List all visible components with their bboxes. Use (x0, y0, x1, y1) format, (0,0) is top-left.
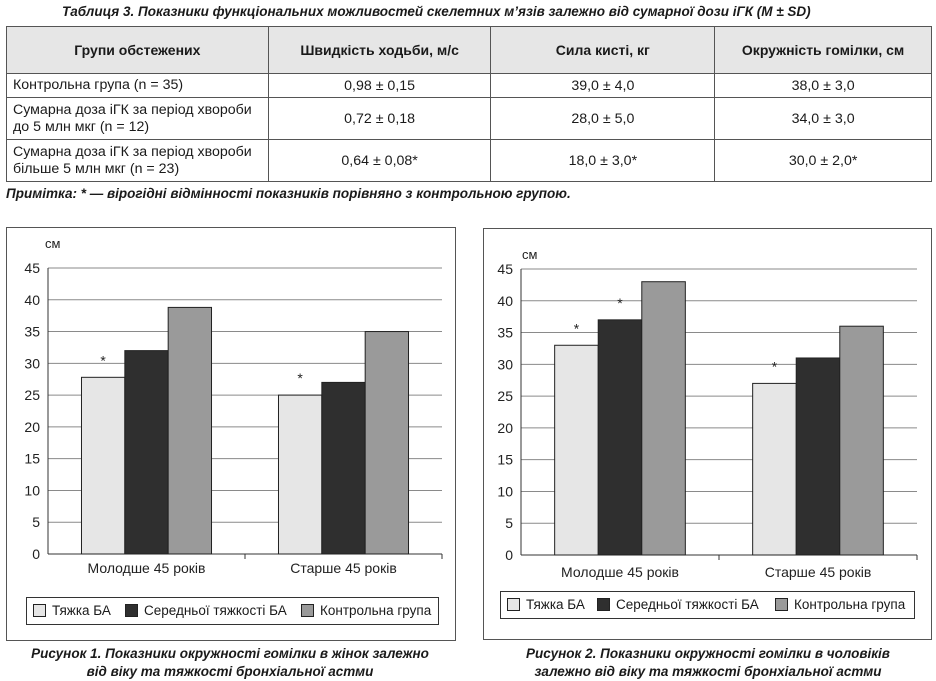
cell-group: Контрольна група (n = 35) (6, 73, 269, 98)
chart-men: см 0 5 10 15 20 25 30 35 40 45 Молодше 45 років * * Ст… (483, 228, 932, 640)
bar (124, 350, 169, 555)
table-row: Сумарна доза іГК за період хвороби більш… (6, 139, 932, 182)
y-tick-label: 5 (32, 514, 40, 530)
figure-1-caption-line-1: Рисунок 1. Показники окружності гомілки … (31, 646, 429, 661)
bar (364, 331, 410, 555)
y-tick-label: 10 (24, 482, 40, 498)
bar (641, 281, 686, 556)
legend-swatch-control (301, 604, 314, 617)
significance-marker: * (100, 352, 106, 368)
y-tick-label: 45 (24, 260, 40, 276)
cell-speed: 0,98 ± 0,15 (267, 73, 492, 98)
legend-item-severe: Тяжка БА (507, 597, 585, 612)
table-row: Сумарна доза іГК за період хвороби до 5 … (6, 97, 932, 140)
y-tick-label: 15 (24, 451, 40, 467)
y-tick-label: 40 (24, 292, 40, 308)
bar (321, 381, 366, 555)
table-row: Контрольна група (n = 35) 0,98 ± 0,15 39… (6, 73, 932, 98)
chart-women-legend: Тяжка БА Середньої тяжкості БА Контрольн… (26, 597, 439, 625)
y-tick-label: 0 (505, 547, 513, 563)
y-axis-label: см (522, 247, 538, 262)
y-tick-label: 10 (497, 483, 513, 499)
x-tick-label: Молодше 45 років (561, 564, 679, 580)
legend-swatch-severe (33, 604, 46, 617)
legend-label: Середньої тяжкості БА (144, 603, 287, 618)
y-tick-label: 15 (497, 452, 513, 468)
chart-women: см 0 5 10 15 20 25 30 35 40 45 Молодше 45 років * Ста… (6, 227, 456, 641)
y-tick-label: 20 (497, 420, 513, 436)
figure-2-caption-line-2: залежно від віку та тяжкості бронхіально… (534, 664, 882, 679)
legend-swatch-moderate (125, 604, 138, 617)
y-tick-label: 40 (497, 293, 513, 309)
bar (839, 325, 884, 556)
legend-item-control: Контрольна група (301, 603, 431, 618)
significance-marker: * (617, 295, 623, 311)
figure-1-caption-line-2: від віку та тяжкості бронхіальної астми (86, 664, 374, 679)
bar (80, 376, 126, 555)
significance-marker: * (297, 370, 303, 386)
header-grip-strength: Сила кисті, кг (490, 26, 716, 74)
chart-men-plot: см 0 5 10 15 20 25 30 35 40 45 Молодше 45 років * * Ст… (497, 247, 918, 580)
figure-1-caption: Рисунок 1. Показники окружності гомілки … (0, 645, 460, 681)
y-tick-label: 35 (497, 325, 513, 341)
legend-label: Контрольна група (794, 597, 906, 612)
legend-item-moderate: Середньої тяжкості БА (597, 597, 759, 612)
bar (167, 306, 213, 555)
results-table: Групи обстежених Швидкість ходьби, м/с С… (6, 26, 932, 182)
y-tick-label: 25 (24, 387, 40, 403)
y-tick-label: 0 (32, 546, 40, 562)
header-walking-speed: Швидкість ходьби, м/с (267, 26, 492, 74)
legend-label: Контрольна група (320, 603, 432, 618)
table-header-row: Групи обстежених Швидкість ходьби, м/с С… (6, 26, 932, 74)
y-tick-label: 30 (497, 356, 513, 372)
legend-item-severe: Тяжка БА (33, 603, 111, 618)
chart-women-plot: см 0 5 10 15 20 25 30 35 40 45 Молодше 45 років * Ста… (24, 236, 443, 576)
figure-2-caption-line-1: Рисунок 2. Показники окружності гомілки … (526, 646, 890, 661)
legend-swatch-moderate (597, 598, 610, 611)
x-tick-label: Старше 45 років (765, 564, 872, 580)
y-axis-label: см (45, 236, 61, 251)
y-tick-label: 30 (24, 355, 40, 371)
figure-2-caption: Рисунок 2. Показники окружності гомілки … (480, 645, 936, 681)
y-tick-label: 20 (24, 419, 40, 435)
legend-label: Середньої тяжкості БА (616, 597, 759, 612)
x-tick-label: Молодше 45 років (88, 560, 206, 576)
header-groups: Групи обстежених (6, 26, 269, 74)
bar (752, 382, 797, 556)
bar (277, 394, 323, 555)
cell-calf: 30,0 ± 2,0* (714, 139, 932, 182)
cell-grip: 18,0 ± 3,0* (490, 139, 716, 182)
legend-label: Тяжка БА (526, 597, 585, 612)
legend-item-moderate: Середньої тяжкості БА (125, 603, 287, 618)
y-tick-label: 45 (497, 261, 513, 277)
legend-swatch-control (775, 598, 788, 611)
cell-grip: 28,0 ± 5,0 (490, 97, 716, 140)
legend-label: Тяжка БА (52, 603, 111, 618)
header-calf-circumference: Окружність гомілки, см (714, 26, 932, 74)
cell-group: Сумарна доза іГК за період хвороби до 5 … (6, 97, 269, 140)
cell-calf: 34,0 ± 3,0 (714, 97, 932, 140)
cell-speed: 0,64 ± 0,08* (267, 139, 492, 182)
bar (597, 319, 643, 556)
cell-speed: 0,72 ± 0,18 (267, 97, 492, 140)
significance-marker: * (772, 358, 778, 374)
bar (795, 357, 841, 556)
y-tick-label: 25 (497, 388, 513, 404)
y-tick-label: 5 (505, 515, 513, 531)
cell-grip: 39,0 ± 4,0 (490, 73, 716, 98)
bar (554, 344, 599, 556)
y-tick-label: 35 (24, 324, 40, 340)
legend-item-control: Контрольна група (775, 597, 905, 612)
table-note: Примітка: * — вірогідні відмінності пока… (6, 186, 571, 201)
cell-group: Сумарна доза іГК за період хвороби більш… (6, 139, 269, 182)
significance-marker: * (574, 320, 580, 336)
chart-men-legend: Тяжка БА Середньої тяжкості БА Контрольн… (500, 591, 915, 619)
x-tick-label: Старше 45 років (290, 560, 397, 576)
legend-swatch-severe (507, 598, 520, 611)
table-caption: Таблиця 3. Показники функціональних можл… (62, 4, 811, 19)
cell-calf: 38,0 ± 3,0 (714, 73, 932, 98)
